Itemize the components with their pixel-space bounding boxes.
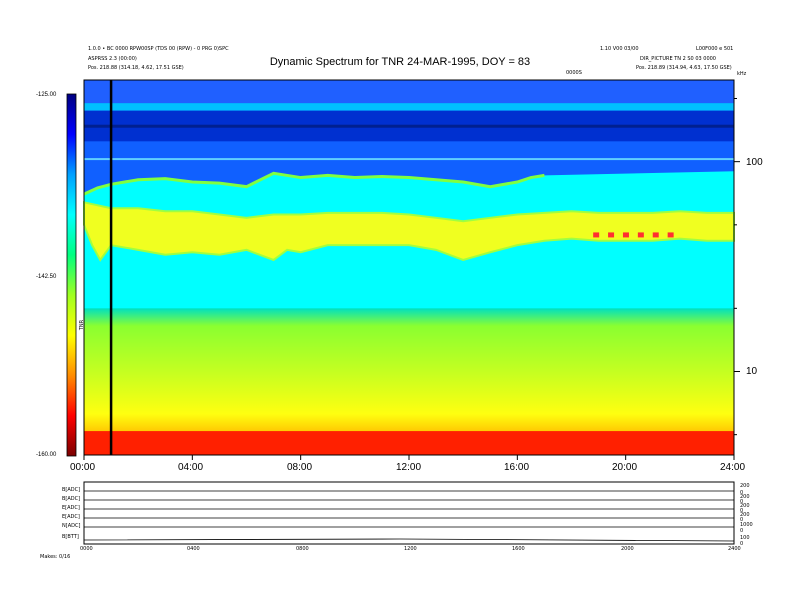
red-speckle [637,232,644,238]
bottom-right-label-10: 100 [740,535,750,541]
colorbar [66,93,77,457]
bottom-right-label-4: 200 [740,503,750,509]
header-right-line3: Pos. 218.89 (314.94, 4.63, 17.50 GSE) [636,65,732,71]
bottom-panel-frame [83,481,735,545]
bottom-x-tick-4: 1600 [512,546,525,552]
colorbar-tick-top: -125.00 [36,92,57,98]
bottom-panel-trace [83,538,735,542]
bottom-row-label-0: B[ADC] [62,487,81,493]
x-tick-4: 16:00 [504,462,530,473]
red-speckle [667,232,674,238]
x-tick-3: 12:00 [396,462,422,473]
header-left-line1: 1.0.0 • BC 0000 RPW00SP (TDS 00 (RPW) - … [88,46,229,52]
x-tick-1: 04:00 [178,462,204,473]
colorbar-tick-mid: -142.50 [36,274,57,280]
bottom-row-label-4: N[ADC] [62,523,81,529]
header-left-line3: Pos. 218.88 (314.18, 4.62, 17.51 GSE) [88,65,184,71]
header-mid-small: 0000S [566,70,582,76]
bottom-x-tick-0: 0000 [80,546,93,552]
x-tick-5: 20:00 [612,462,638,473]
bottom-x-tick-6: 2400 [728,546,741,552]
header-right-line1: 1.10 V00 03/00 [600,46,639,52]
bottom-x-tick-3: 1200 [404,546,417,552]
bottom-right-label-3: 0 [740,499,744,505]
bottom-right-label-0: 200 [740,483,750,489]
low-frequency-band [84,308,734,455]
colorbar-tick-bottom: -160.00 [36,452,57,458]
red-speckle [622,232,629,238]
red-speckle [593,232,600,238]
bottom-right-label-9: 0 [740,528,744,534]
chart-title: Dynamic Spectrum for TNR 24-MAR-1995, DO… [269,56,531,68]
light-stripe [84,158,734,161]
bottom-right-label-8: 1000 [740,522,753,528]
x-tick-6: 24:00 [720,462,746,473]
colorbar-label: TNR [79,319,86,331]
bottom-x-tick-1: 0400 [187,546,200,552]
bottom-right-label-5: 0 [740,508,744,514]
bottom-footer: Makes: 0/16 [40,554,71,560]
bottom-row-label-2: E[ADC] [62,505,80,511]
bottom-row-label-3: E[ADC] [62,514,80,520]
y-tick-10: 10 [746,366,758,377]
ridge-upper-fringe [83,171,545,196]
y-tick-100: 100 [746,157,763,168]
top-blue-band [84,80,734,104]
bottom-row-label-5: B[BTT] [62,534,79,540]
emission-ridge [83,201,735,262]
bottom-right-label-2: 200 [740,494,750,500]
header-right-line2: DIR_PICTURE TN 2 S0 03 0000 [640,56,716,62]
bottom-right-label-11: 0 [740,541,744,547]
bottom-right-label-1: 0 [740,490,744,496]
khz-label: kHz [737,71,747,77]
x-tick-0: 00:00 [70,462,96,473]
bottom-x-tick-2: 0800 [296,546,309,552]
x-tick-2: 08:00 [287,462,313,473]
bottom-right-label-6: 200 [740,512,750,518]
bottom-row-label-1: B[ADC] [62,496,81,502]
bottom-x-tick-5: 2000 [621,546,634,552]
red-speckle [652,232,659,238]
header-left-line2: ASPRSS 2.3 (00:00) [88,56,137,62]
red-speckle [608,232,615,238]
header-right-corner: L00F000 e 501 [696,46,734,52]
lowest-frequency-band [84,431,734,455]
cyan-stripe [84,103,734,111]
dark-stripe [84,124,734,128]
bottom-right-label-7: 0 [740,517,744,523]
